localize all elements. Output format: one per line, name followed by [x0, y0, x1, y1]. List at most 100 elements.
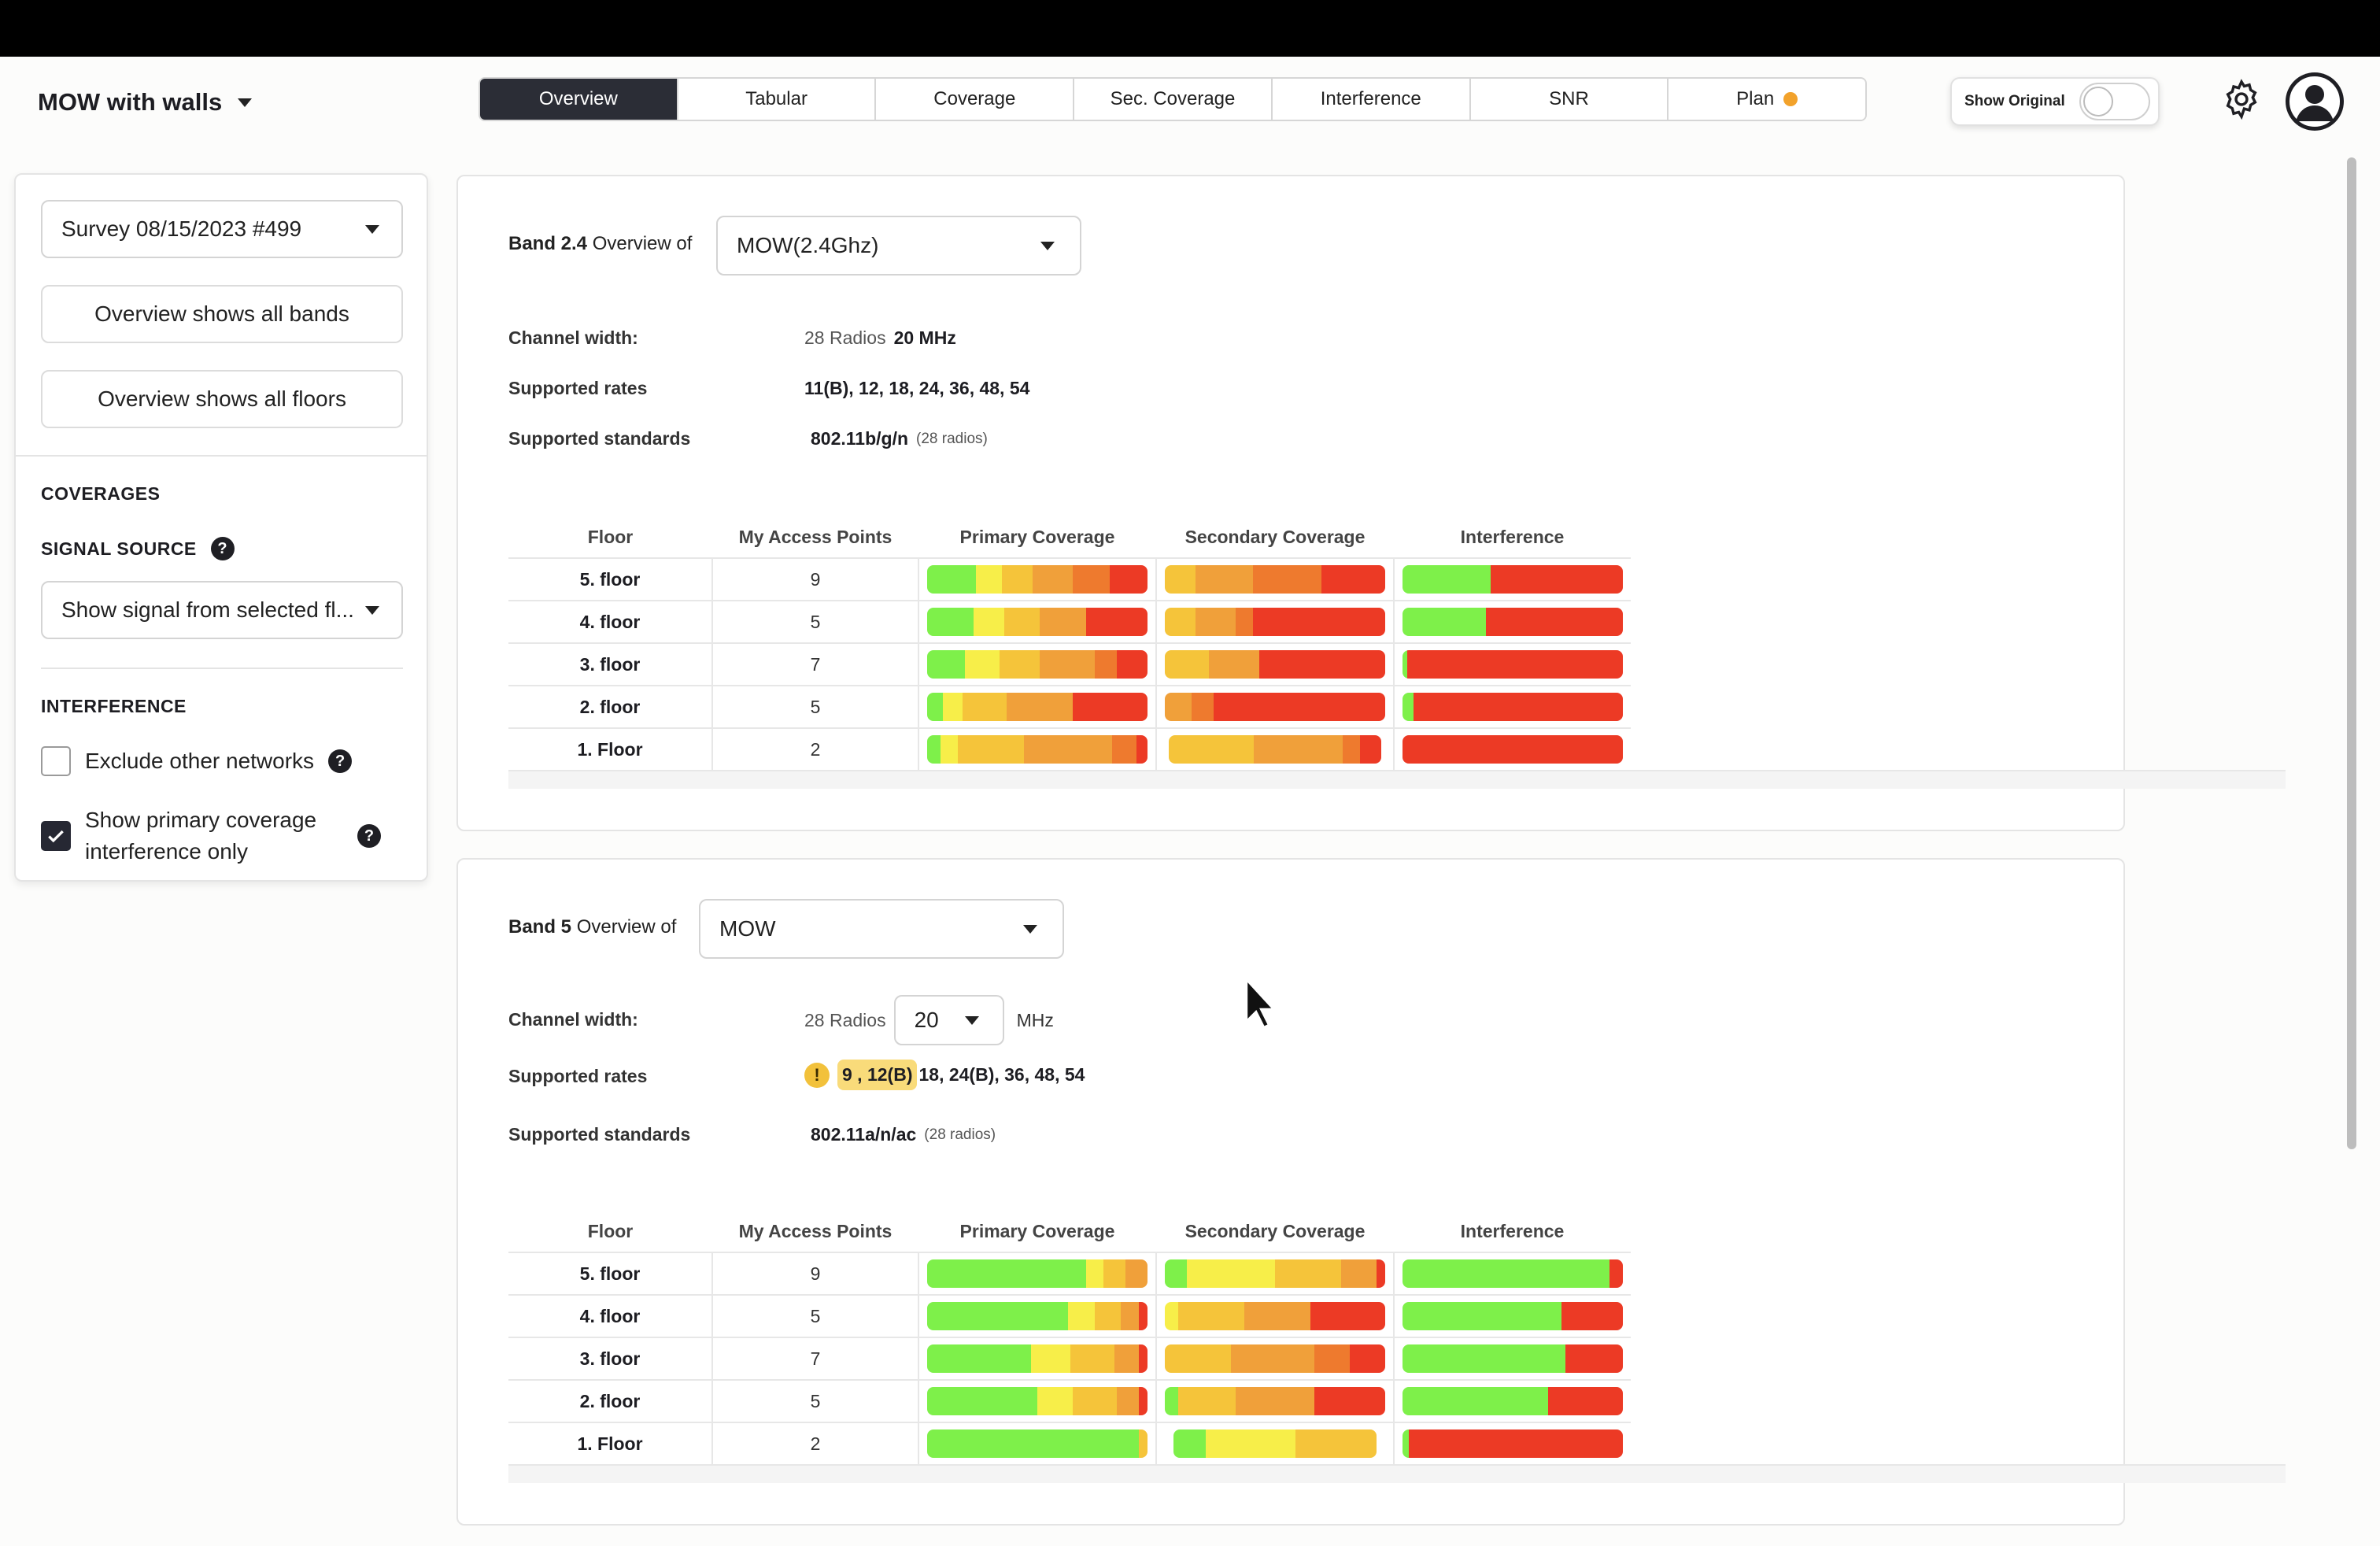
primary-coverage-bar	[927, 693, 1148, 721]
interference-bar	[1402, 1429, 1623, 1458]
table-row[interactable]: 1. Floor 2	[508, 727, 1631, 770]
top-black-bar	[0, 0, 2380, 57]
interference-bar	[1402, 1387, 1623, 1415]
tab-plan[interactable]: Plan	[1669, 79, 1865, 120]
chevron-down-icon	[1023, 924, 1037, 934]
channel-width-label: Channel width:	[508, 1009, 638, 1030]
all-floors-button[interactable]: Overview shows all floors	[41, 370, 403, 428]
chevron-down-icon	[1040, 241, 1055, 250]
signal-source-heading: SIGNAL SOURCE ?	[41, 537, 235, 560]
table-row[interactable]: 2. floor 5	[508, 685, 1631, 728]
sidebar: Survey 08/15/2023 #499 Overview shows al…	[14, 173, 428, 882]
divider	[16, 455, 427, 457]
table-row[interactable]: 3. floor 7	[508, 642, 1631, 686]
col-floor: Floor	[587, 1220, 634, 1241]
all-bands-button[interactable]: Overview shows all bands	[41, 285, 403, 343]
primary-only-option: Show primary coverage interference only …	[41, 804, 381, 867]
supported-rates-value: 11(B), 12, 18, 24, 36, 48, 54	[804, 378, 1030, 398]
band-24-table: Floor My Access Points Primary Coverage …	[508, 516, 1631, 770]
col-primary-coverage: Primary Coverage	[959, 1220, 1115, 1241]
primary-coverage-bar	[927, 1344, 1148, 1373]
interference-heading: INTERFERENCE	[41, 696, 187, 716]
table-row[interactable]: 3. floor 7	[508, 1337, 1631, 1380]
channel-width-label: Channel width:	[508, 327, 638, 348]
tab-overview[interactable]: Overview	[480, 79, 678, 120]
interference-bar	[1402, 735, 1623, 764]
view-tabs: Overview Tabular Coverage Sec. Coverage …	[479, 77, 1867, 121]
help-icon[interactable]: ?	[328, 749, 353, 773]
band-5-title: Band 5 Overview of	[508, 916, 677, 938]
primary-coverage-bar	[927, 735, 1148, 764]
interference-bar	[1402, 1259, 1623, 1288]
show-original-control: Show Original	[1950, 77, 2160, 126]
table-row[interactable]: 2. floor 5	[508, 1379, 1631, 1422]
tab-snr[interactable]: SNR	[1470, 79, 1669, 120]
warning-icon[interactable]: !	[804, 1062, 830, 1088]
divider	[41, 668, 403, 669]
show-original-toggle[interactable]	[2079, 83, 2150, 120]
primary-only-label: Show primary coverage interference only	[85, 808, 317, 864]
band-5-panel: Band 5 Overview of MOW Channel width: 28…	[456, 858, 2286, 1526]
survey-select[interactable]: Survey 08/15/2023 #499	[41, 200, 403, 258]
band-24-title: Band 2.4 Overview of	[508, 233, 693, 254]
supported-standards-value: 802.11a/n/ac (28 radios)	[811, 1124, 996, 1145]
table-row[interactable]: 1. Floor 2	[508, 1422, 1631, 1464]
page-scrollbar[interactable]	[2347, 157, 2356, 1149]
avatar[interactable]	[2286, 72, 2344, 131]
tab-interference[interactable]: Interference	[1272, 79, 1471, 120]
help-icon[interactable]: ?	[210, 537, 235, 560]
help-icon[interactable]: ?	[357, 824, 381, 848]
col-secondary-coverage: Secondary Coverage	[1184, 526, 1366, 547]
chevron-down-icon	[365, 224, 379, 234]
secondary-coverage-bar	[1165, 650, 1385, 679]
rates-highlight: 9 , 12(B)	[837, 1060, 918, 1090]
tab-sec-coverage[interactable]: Sec. Coverage	[1074, 79, 1273, 120]
secondary-coverage-bar	[1165, 1387, 1385, 1415]
table-row[interactable]: 4. floor 5	[508, 600, 1631, 643]
primary-coverage-bar	[927, 1259, 1148, 1288]
signal-source-select[interactable]: Show signal from selected fl...	[41, 581, 403, 639]
supported-rates-label: Supported rates	[508, 378, 648, 398]
col-interference: Interference	[1460, 526, 1565, 547]
table-row[interactable]: 5. floor 9	[508, 557, 1631, 601]
secondary-coverage-bar	[1169, 735, 1381, 764]
supported-standards-label: Supported standards	[508, 1124, 691, 1145]
secondary-coverage-bar	[1165, 565, 1385, 594]
supported-standards-label: Supported standards	[508, 428, 691, 449]
tab-tabular[interactable]: Tabular	[678, 79, 877, 120]
secondary-coverage-bar	[1173, 1429, 1377, 1458]
secondary-coverage-bar	[1165, 1259, 1385, 1288]
gear-icon[interactable]	[2221, 79, 2262, 120]
checkmark-icon	[48, 830, 64, 843]
col-interference: Interference	[1460, 1220, 1565, 1241]
project-selector[interactable]: MOW with walls	[38, 85, 253, 120]
primary-only-checkbox[interactable]	[41, 821, 71, 851]
interference-bar	[1402, 565, 1623, 594]
primary-coverage-bar	[927, 1387, 1148, 1415]
primary-coverage-bar	[927, 1302, 1148, 1330]
table-row[interactable]: 5. floor 9	[508, 1252, 1631, 1295]
table-row[interactable]: 4. floor 5	[508, 1294, 1631, 1337]
secondary-coverage-bar	[1165, 608, 1385, 636]
channel-width-select[interactable]: 20	[893, 995, 1004, 1045]
interference-bar	[1402, 693, 1623, 721]
coverages-heading: COVERAGES	[41, 483, 161, 504]
band-5-table: Floor My Access Points Primary Coverage …	[508, 1211, 1631, 1464]
interference-bar	[1402, 1344, 1623, 1373]
mouse-cursor-icon	[1245, 977, 1275, 1029]
band-24-network-select[interactable]: MOW(2.4Ghz)	[716, 216, 1081, 276]
secondary-coverage-bar	[1165, 1344, 1385, 1373]
show-original-label: Show Original	[1964, 93, 2065, 109]
tab-coverage[interactable]: Coverage	[876, 79, 1075, 120]
col-access-points: My Access Points	[738, 526, 893, 547]
chevron-down-icon	[365, 605, 379, 615]
interference-bar	[1402, 650, 1623, 679]
supported-standards-value: 802.11b/g/n (28 radios)	[811, 428, 988, 449]
exclude-networks-checkbox[interactable]	[41, 746, 71, 776]
secondary-coverage-bar	[1165, 1302, 1385, 1330]
col-primary-coverage: Primary Coverage	[959, 526, 1115, 547]
project-title: MOW with walls	[38, 88, 223, 116]
band-5-network-select[interactable]: MOW	[699, 899, 1064, 959]
col-access-points: My Access Points	[738, 1220, 893, 1241]
primary-coverage-bar	[927, 565, 1148, 594]
